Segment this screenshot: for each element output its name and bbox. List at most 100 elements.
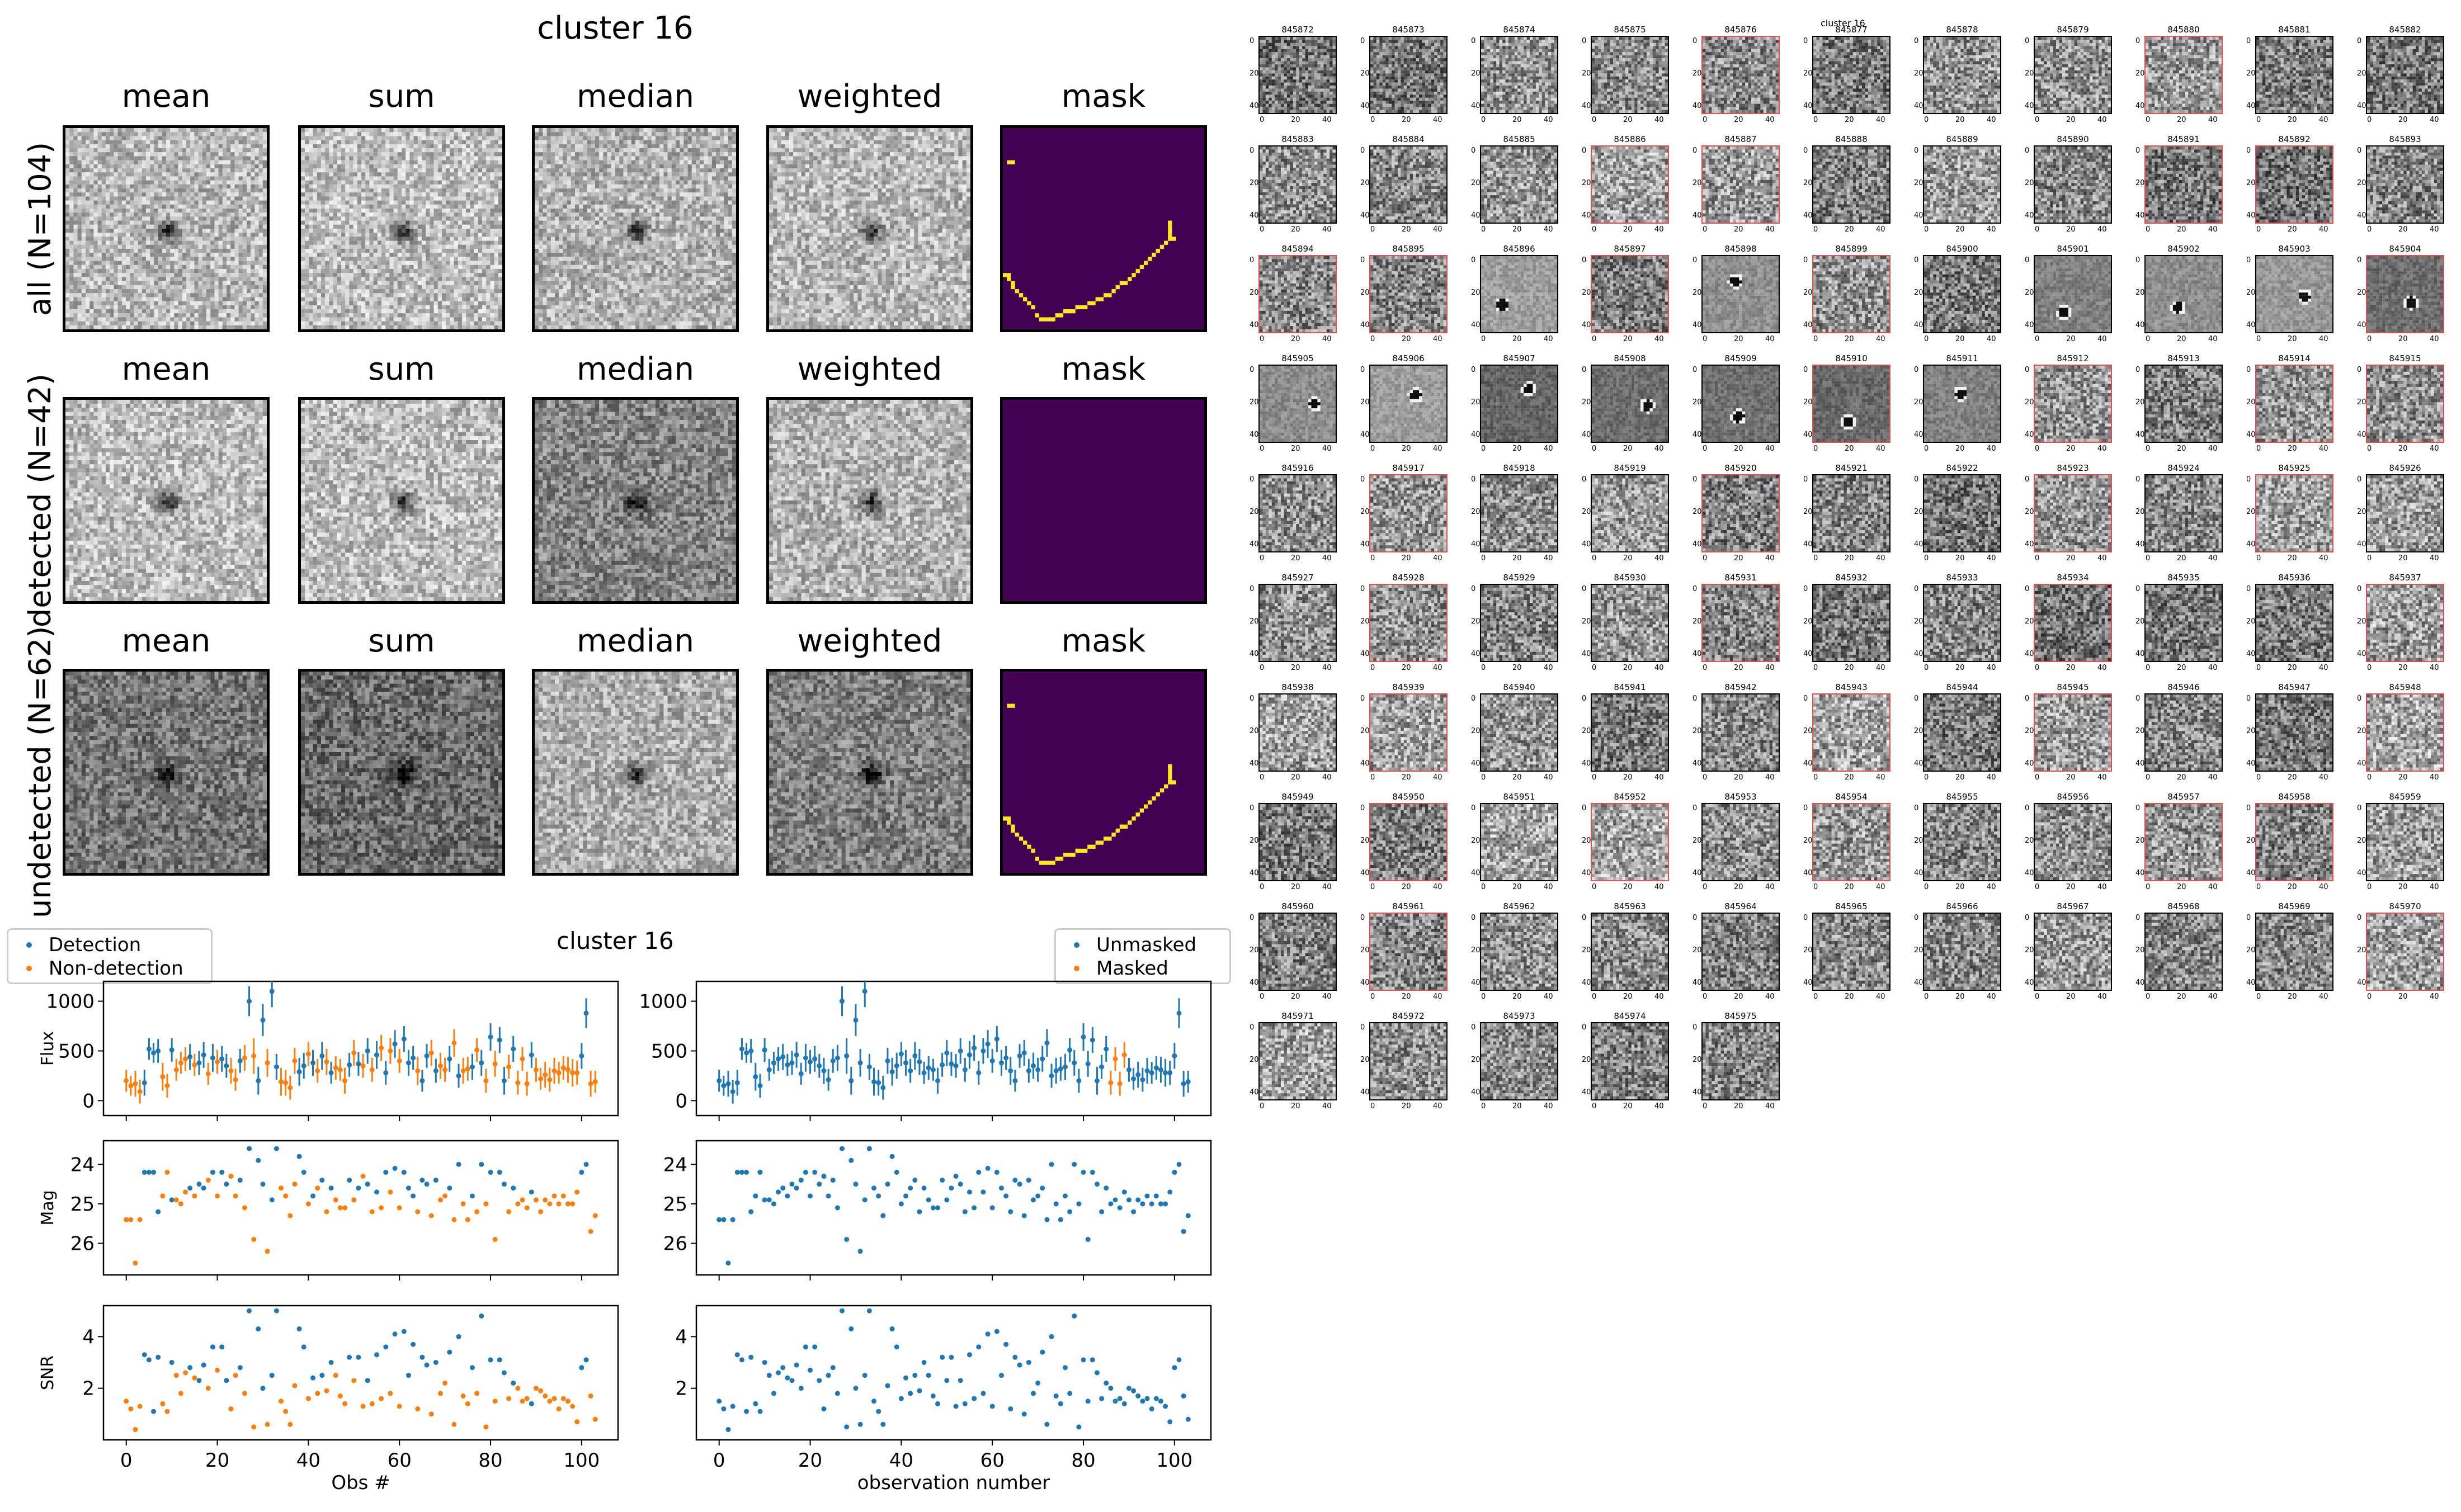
data-point <box>447 1185 452 1190</box>
data-point <box>310 1060 315 1065</box>
thumbnail-y-tick: 20 <box>1803 179 1813 187</box>
thumbnail-y-tick: 40 <box>1360 540 1370 549</box>
data-point <box>279 1185 284 1190</box>
thumbnail-x-tick: 20 <box>1402 1102 1411 1111</box>
data-point <box>840 1146 845 1151</box>
data-point <box>990 1404 995 1409</box>
data-point <box>1167 1070 1172 1075</box>
thumbnail-pixels <box>2256 366 2332 442</box>
data-point <box>411 1055 416 1060</box>
thumbnail-y-tick: 40 <box>2357 102 2366 110</box>
thumbnail-y-tick: 0 <box>1360 147 1365 155</box>
data-point <box>917 1209 922 1215</box>
thumbnail-x-tick: 20 <box>2288 993 2297 1001</box>
thumbnail-x-tick: 0 <box>1481 664 1486 672</box>
data-point <box>812 1344 817 1349</box>
data-point <box>301 1344 307 1349</box>
thumbnail-image <box>2034 803 2112 881</box>
data-point <box>771 1060 776 1065</box>
thumbnail-y-tick: 0 <box>1471 804 1475 812</box>
data-point <box>926 1373 931 1378</box>
thumbnail-x-tick: 40 <box>2319 335 2328 343</box>
data-point <box>1058 1217 1063 1222</box>
thumbnail-y-tick: 40 <box>2246 650 2256 658</box>
thumbnail-pixels <box>1592 694 1668 771</box>
data-point <box>931 1067 936 1072</box>
thumbnail-image <box>2366 803 2444 881</box>
thumbnail-y-tick: 20 <box>1692 289 1702 297</box>
data-point <box>570 1201 575 1206</box>
thumbnail-y-tick: 20 <box>1471 727 1481 735</box>
x-tick-label: 100 <box>1156 1449 1192 1472</box>
data-point <box>238 1178 243 1183</box>
thumbnail-pixels <box>1481 366 1557 442</box>
data-point <box>1140 1398 1145 1404</box>
thumbnail-image <box>1369 255 1448 333</box>
thumbnail-y-tick: 40 <box>1914 759 1923 768</box>
thumbnail-id: 845971 <box>1258 1011 1337 1021</box>
thumbnail-x-tick: 0 <box>1813 664 1818 672</box>
data-point <box>1054 1393 1059 1398</box>
thumbnail-y-tick: 0 <box>2246 585 2251 593</box>
thumbnail-x-tick: 40 <box>2430 116 2439 124</box>
thumbnail-x-tick: 20 <box>1512 116 1522 124</box>
thumbnail-image <box>1591 803 1669 881</box>
thumbnail-y-tick: 0 <box>1360 366 1365 374</box>
thumbnail-y-tick: 40 <box>1360 431 1370 439</box>
thumbnail-x-tick: 40 <box>1544 335 1553 343</box>
thumbnail-pixels <box>2256 37 2332 113</box>
thumbnail-image <box>1591 36 1669 114</box>
thumbnail-image <box>2366 474 2444 552</box>
data-point <box>529 1189 534 1194</box>
data-point <box>593 1213 598 1218</box>
thumbnail-id: 845888 <box>1812 134 1890 144</box>
thumbnail-pixels <box>2256 475 2332 551</box>
thumbnail-x-tick: 40 <box>2430 664 2439 672</box>
thumbnail-y-tick: 0 <box>1582 366 1586 374</box>
data-point <box>415 1209 420 1215</box>
thumbnail-x-tick: 0 <box>2035 445 2039 453</box>
data-point <box>771 1391 776 1396</box>
thumbnail-x-tick: 20 <box>2066 993 2076 1001</box>
thumbnail-y-tick: 20 <box>2357 69 2366 78</box>
thumbnail-x-tick: 0 <box>1260 335 1264 343</box>
y-axis-label: SNR <box>38 1355 58 1390</box>
thumbnail-image <box>1701 145 1780 224</box>
thumbnail-y-tick: 40 <box>1803 321 1813 329</box>
thumbnail-y-tick: 0 <box>2246 475 2251 484</box>
thumbnail-y-tick: 20 <box>2357 179 2366 187</box>
data-point <box>935 1401 940 1406</box>
thumbnail-x-tick: 20 <box>1623 554 1633 563</box>
data-point <box>1177 1010 1182 1015</box>
thumbnail-x-tick: 0 <box>1370 225 1375 234</box>
thumbnail-id: 845903 <box>2255 244 2333 254</box>
thumbnail-id: 845921 <box>1812 463 1890 473</box>
thumbnail-x-tick: 20 <box>2177 335 2186 343</box>
thumbnail-x-tick: 40 <box>2430 445 2439 453</box>
thumbnail-pixels <box>2146 147 2222 223</box>
data-point <box>1012 1078 1017 1083</box>
thumbnail-x-tick: 20 <box>1955 225 1965 234</box>
thumbnail-x-tick: 20 <box>1734 445 1743 453</box>
data-point <box>502 1182 507 1187</box>
thumbnail-x-tick: 0 <box>1370 116 1375 124</box>
thumbnail-y-tick: 20 <box>1471 946 1481 955</box>
data-point <box>379 1206 384 1211</box>
thumbnail-x-tick: 20 <box>1291 883 1300 891</box>
x-tick-label: 40 <box>889 1449 913 1472</box>
thumbnail-x-tick: 20 <box>2066 225 2076 234</box>
data-point <box>388 1048 393 1053</box>
data-point <box>821 1174 826 1179</box>
thumbnail-pixels <box>2367 37 2443 113</box>
data-point <box>799 1386 804 1391</box>
thumbnail-pixels <box>2146 256 2222 332</box>
thumbnail-x-tick: 0 <box>2146 335 2150 343</box>
thumbnail-image <box>1591 474 1669 552</box>
data-point <box>767 1373 772 1378</box>
data-point <box>557 1406 562 1411</box>
thumbnail-x-tick: 40 <box>1322 664 1332 672</box>
thumbnail-y-tick: 20 <box>2357 508 2366 516</box>
thumbnail-id: 845946 <box>2144 682 2223 692</box>
data-point <box>1108 1386 1113 1391</box>
thumbnail-y-tick: 40 <box>2246 540 2256 549</box>
